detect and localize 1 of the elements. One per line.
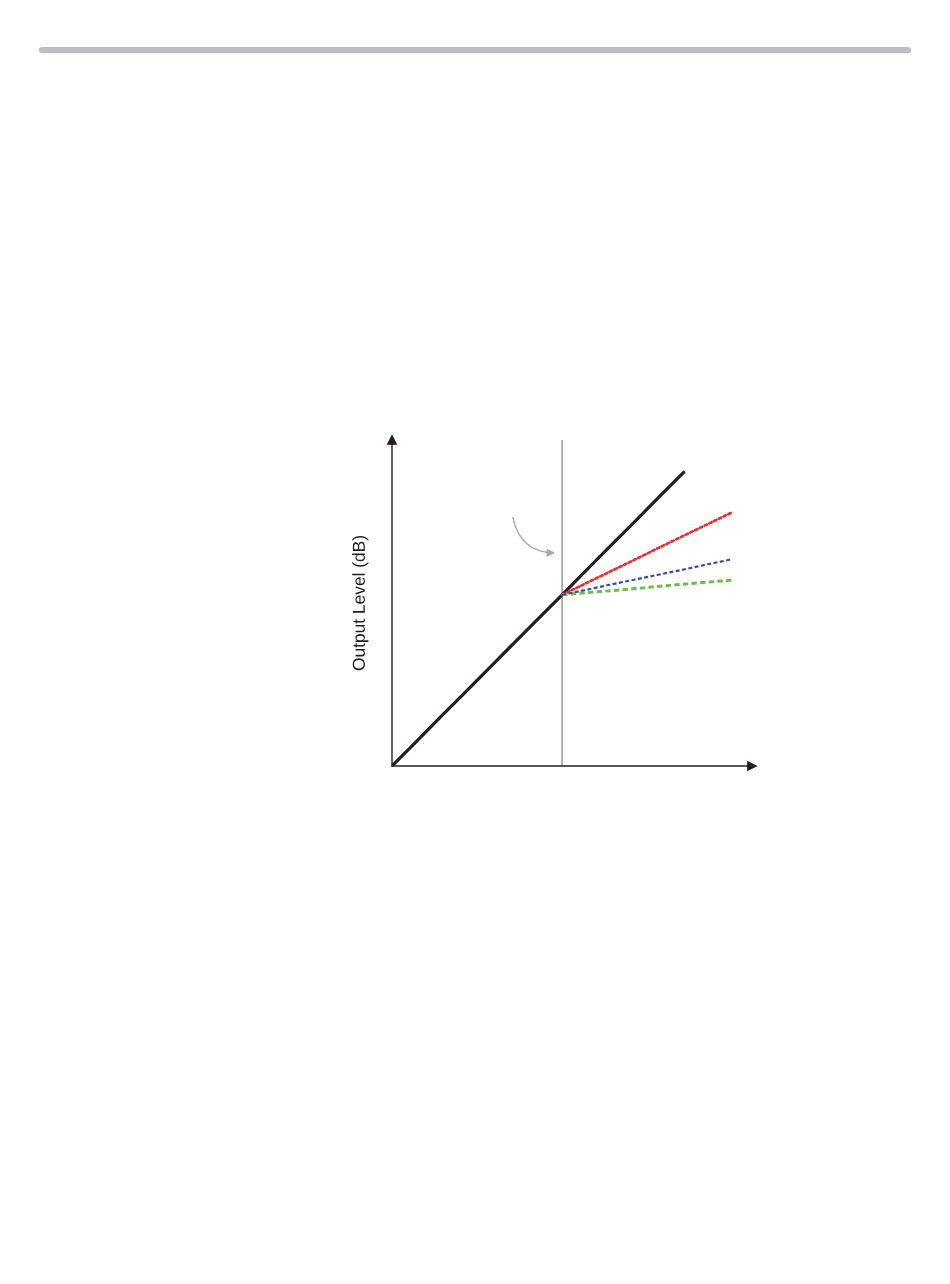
y-axis-title: Output Level (dB) [352, 536, 369, 671]
